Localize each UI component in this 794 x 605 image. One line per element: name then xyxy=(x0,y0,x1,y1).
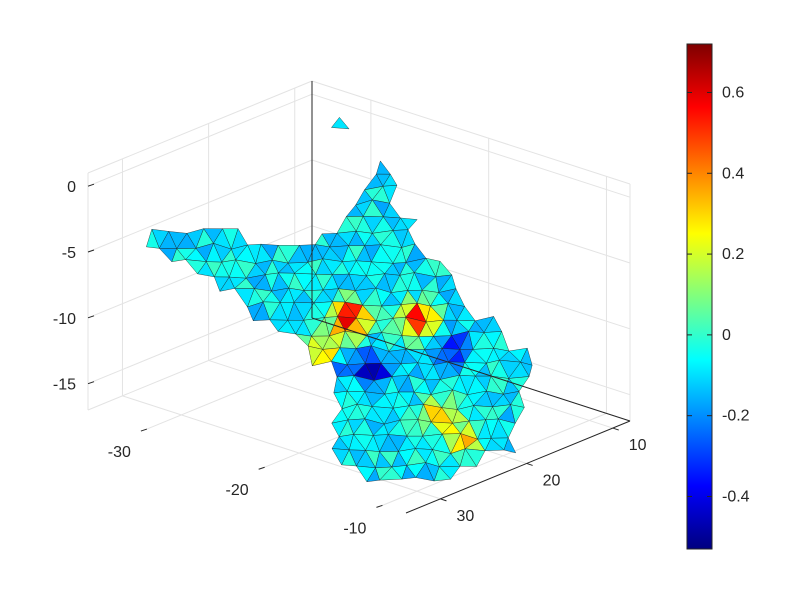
colorbar-ticks: 0.6 0.4 0.2 0 -0.2 -0.4 xyxy=(687,84,750,505)
colorbar-tick-label: 0 xyxy=(722,327,731,344)
mesh-triangle xyxy=(401,464,417,480)
mesh-triangle xyxy=(311,348,332,367)
grid-line-x xyxy=(382,412,607,506)
grid-line-y xyxy=(122,395,441,500)
mesh-triangle xyxy=(341,449,357,467)
x-tick-mark xyxy=(258,466,265,470)
grid-line-z xyxy=(87,93,313,187)
y-tick-mark xyxy=(612,427,619,431)
colorbar-gradient xyxy=(687,44,712,549)
colorbar-tick-label: -0.4 xyxy=(722,488,750,505)
x-tick-label: -30 xyxy=(108,444,131,461)
mesh-triangle xyxy=(146,228,160,249)
x-tick-mark xyxy=(140,428,148,432)
grid-line-z xyxy=(87,159,313,253)
mesh-triangle xyxy=(459,448,478,467)
y-tick-mark xyxy=(526,462,533,466)
mesh-triangle xyxy=(330,116,350,130)
y-tick-label: 10 xyxy=(629,437,647,454)
surface-mesh[interactable] xyxy=(146,116,533,483)
colorbar-tick-label: 0.4 xyxy=(722,165,744,182)
mesh-triangle xyxy=(197,261,215,278)
y-axis-line xyxy=(405,420,631,514)
grid-line-z xyxy=(311,159,631,264)
x-axis-line xyxy=(311,317,631,422)
mesh-triangle xyxy=(433,466,452,482)
axes-box xyxy=(311,81,631,514)
grid-line-z xyxy=(311,93,631,198)
z-tick-mark xyxy=(87,315,95,319)
colorbar-frame xyxy=(686,43,713,550)
mesh-triangle xyxy=(171,248,187,263)
y-tick-mark xyxy=(440,498,447,502)
axis-ticks: 0 -5 -10 -15 -30 -20 -10 10 20 30 xyxy=(53,179,647,537)
y-tick-label: 30 xyxy=(456,508,474,525)
mesh-triangle xyxy=(503,437,517,454)
colorbar-tick-label: -0.2 xyxy=(722,408,750,425)
mesh-triangle xyxy=(415,462,435,482)
z-tick-label: -15 xyxy=(53,377,76,394)
grid-box-edge xyxy=(87,317,313,411)
z-tick-label: -10 xyxy=(53,311,76,328)
x-tick-mark xyxy=(376,504,383,508)
x-tick-label: -20 xyxy=(226,482,249,499)
mesh-triangle xyxy=(252,301,271,322)
colorbar: 0.6 0.4 0.2 0 -0.2 -0.4 xyxy=(686,43,750,550)
colorbar-tick-label: 0.2 xyxy=(722,246,744,263)
mesh-triangle xyxy=(379,466,403,481)
mesh-triangle xyxy=(219,276,236,292)
z-tick-mark xyxy=(87,381,95,385)
z-tick-label: 0 xyxy=(67,179,76,196)
y-tick-label: 20 xyxy=(543,472,561,489)
x-tick-label: -10 xyxy=(343,520,366,537)
grid-box-edge xyxy=(311,80,631,185)
z-tick-label: -5 xyxy=(62,245,76,262)
colorbar-tick-label: 0.6 xyxy=(722,84,744,101)
z-tick-mark xyxy=(87,183,95,187)
mesh-triangle xyxy=(484,437,505,452)
z-tick-mark xyxy=(87,249,95,253)
grid-box-edge xyxy=(87,80,313,174)
mesh-triangle xyxy=(366,467,380,483)
mesh-triangle xyxy=(277,319,297,335)
